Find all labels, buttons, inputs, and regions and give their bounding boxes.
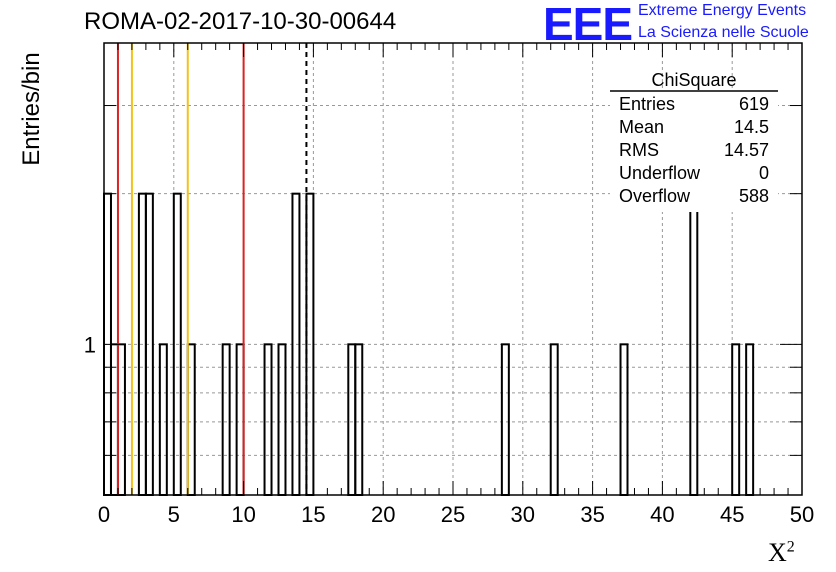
- stats-label: Overflow: [619, 186, 691, 206]
- x-tick-label: 10: [231, 502, 255, 527]
- eee-logo: EEE: [543, 0, 633, 50]
- stats-box-title: ChiSquare: [651, 70, 736, 90]
- x-tick-label: 15: [301, 502, 325, 527]
- logo-line-2: La Scienza nelle Scuole: [638, 24, 809, 41]
- chart-title: ROMA-02-2017-10-30-00644: [84, 8, 397, 35]
- stats-box: [610, 88, 778, 212]
- stats-label: Underflow: [619, 163, 701, 183]
- x-tick-label: 50: [790, 502, 814, 527]
- x-tick-label: 45: [720, 502, 744, 527]
- stats-value: 14.57: [724, 140, 769, 160]
- stats-label: Mean: [619, 117, 664, 137]
- y-tick-label: 1: [84, 332, 96, 357]
- x-tick-label: 35: [580, 502, 604, 527]
- x-tick-label: 20: [371, 502, 395, 527]
- x-axis-label: X2: [768, 538, 795, 567]
- x-tick-label: 5: [168, 502, 180, 527]
- stats-value: 619: [739, 94, 769, 114]
- stats-value: 0: [759, 163, 769, 183]
- x-tick-label: 30: [511, 502, 535, 527]
- stats-label: Entries: [619, 94, 675, 114]
- logo-line-1: Extreme Energy Events: [638, 2, 807, 19]
- x-tick-label: 0: [98, 502, 110, 527]
- x-tick-label: 25: [441, 502, 465, 527]
- stats-label: RMS: [619, 140, 659, 160]
- stats-value: 14.5: [734, 117, 769, 137]
- stats-value: 588: [739, 186, 769, 206]
- x-tick-label: 40: [650, 502, 674, 527]
